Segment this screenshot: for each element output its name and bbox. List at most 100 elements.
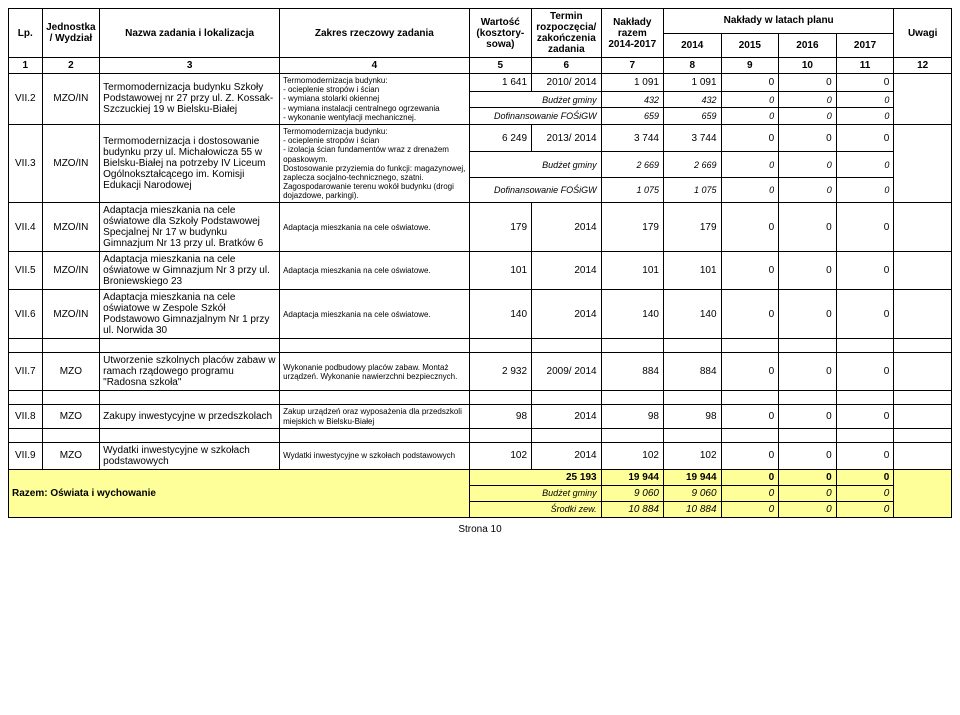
cell-2016: 0 (779, 124, 837, 151)
cell-zakres: Zakup urządzeń oraz wyposażenia dla prze… (280, 405, 470, 428)
cell-2014: 101 (663, 252, 721, 290)
spacer-cell (663, 428, 721, 442)
summary-sub-2016: 0 (779, 485, 837, 501)
spacer-cell (894, 428, 952, 442)
cell-nazwa: Adaptacja mieszkania na cele oświatowe w… (100, 252, 280, 290)
cell-nazwa: Zakupy inwestycyjne w przedszkolach (100, 405, 280, 428)
cell-2015: 0 (721, 290, 779, 339)
cell-zakres: Adaptacja mieszkania na cele oświatowe. (280, 203, 470, 252)
colnum: 1 (9, 58, 43, 74)
summary-sub-2016: 0 (779, 501, 837, 517)
cell-funding-label: Dofinansowanie FOŚiGW (469, 177, 601, 203)
cell-2015: 0 (721, 442, 779, 469)
cell-2014: 432 (663, 91, 721, 108)
cell-2017: 0 (836, 353, 894, 391)
cell-2015: 0 (721, 203, 779, 252)
cell-2016: 0 (779, 74, 837, 92)
cell-razem: 432 (601, 91, 663, 108)
summary-sub-2014: 9 060 (663, 485, 721, 501)
cell-wartosc: 2 932 (469, 353, 531, 391)
spacer-cell (280, 391, 470, 405)
cell-razem: 102 (601, 442, 663, 469)
h-2016: 2016 (779, 33, 837, 58)
summary-2015: 0 (721, 469, 779, 485)
cell-lp: VII.8 (9, 405, 43, 428)
cell-2017: 0 (836, 74, 894, 92)
cell-termin: 2014 (532, 252, 602, 290)
h-lp: Lp. (9, 9, 43, 58)
cell-wydz: MZO (42, 405, 100, 428)
cell-razem: 884 (601, 353, 663, 391)
h-nazwa: Nazwa zadania i lokalizacja (100, 9, 280, 58)
cell-2017: 0 (836, 405, 894, 428)
table-row: VII.7MZOUtworzenie szkolnych placów zaba… (9, 353, 952, 391)
cell-lp: VII.3 (9, 124, 43, 203)
cell-2017: 0 (836, 124, 894, 151)
cell-uwagi (894, 405, 952, 428)
spacer-cell (42, 391, 100, 405)
cell-uwagi (894, 203, 952, 252)
spacer-cell (601, 428, 663, 442)
cell-2016: 0 (779, 108, 837, 125)
cell-2014: 102 (663, 442, 721, 469)
cell-2017: 0 (836, 442, 894, 469)
cell-nazwa: Adaptacja mieszkania na cele oświatowe d… (100, 203, 280, 252)
cell-wydz: MZO/IN (42, 203, 100, 252)
summary-sub-razem: 10 884 (601, 501, 663, 517)
cell-razem: 101 (601, 252, 663, 290)
spacer-cell (721, 428, 779, 442)
investment-table: Lp. Jednostka / Wydział Nazwa zadania i … (8, 8, 952, 518)
cell-2017: 0 (836, 203, 894, 252)
cell-wydz: MZO (42, 353, 100, 391)
cell-2014: 659 (663, 108, 721, 125)
spacer-row (9, 428, 952, 442)
cell-2014: 98 (663, 405, 721, 428)
cell-zakres: Termomodernizacja budynku: - ocieplenie … (280, 124, 470, 203)
spacer-cell (779, 339, 837, 353)
cell-uwagi (894, 74, 952, 125)
colnum: 3 (100, 58, 280, 74)
cell-2016: 0 (779, 353, 837, 391)
cell-wartosc: 140 (469, 290, 531, 339)
spacer-cell (532, 391, 602, 405)
cell-2015: 0 (721, 405, 779, 428)
summary-title: Razem: Oświata i wychowanie (9, 469, 470, 517)
cell-wartosc: 98 (469, 405, 531, 428)
spacer-cell (100, 339, 280, 353)
cell-wartosc: 6 249 (469, 124, 531, 151)
spacer-cell (894, 391, 952, 405)
cell-termin: 2014 (532, 290, 602, 339)
summary-razem: 19 944 (601, 469, 663, 485)
colnum: 8 (663, 58, 721, 74)
spacer-cell (9, 391, 43, 405)
spacer-cell (663, 391, 721, 405)
cell-razem: 179 (601, 203, 663, 252)
cell-razem: 1 075 (601, 177, 663, 203)
cell-uwagi (894, 124, 952, 203)
cell-uwagi (894, 290, 952, 339)
cell-2017: 0 (836, 91, 894, 108)
cell-nazwa: Wydatki inwestycyjne w szkołach podstawo… (100, 442, 280, 469)
cell-termin: 2014 (532, 405, 602, 428)
spacer-cell (721, 391, 779, 405)
cell-uwagi (894, 252, 952, 290)
cell-2014: 179 (663, 203, 721, 252)
summary-sub-label: Budżet gminy (469, 485, 601, 501)
colnum: 2 (42, 58, 100, 74)
h-razem: Nakłady razem 2014-2017 (601, 9, 663, 58)
h-uwagi: Uwagi (894, 9, 952, 58)
cell-razem: 140 (601, 290, 663, 339)
cell-2014: 3 744 (663, 124, 721, 151)
spacer-cell (469, 339, 531, 353)
spacer-row (9, 339, 952, 353)
cell-wydz: MZO (42, 442, 100, 469)
h-plan: Nakłady w latach planu (663, 9, 893, 34)
cell-zakres: Termomodernizacja budynku: - ocieplenie … (280, 74, 470, 125)
cell-2015: 0 (721, 177, 779, 203)
table-row: VII.2MZO/INTermomodernizacja budynku Szk… (9, 74, 952, 92)
cell-2017: 0 (836, 177, 894, 203)
summary-uwagi (894, 469, 952, 517)
summary-wart: 25 193 (469, 469, 601, 485)
cell-termin: 2009/ 2014 (532, 353, 602, 391)
spacer-cell (836, 428, 894, 442)
